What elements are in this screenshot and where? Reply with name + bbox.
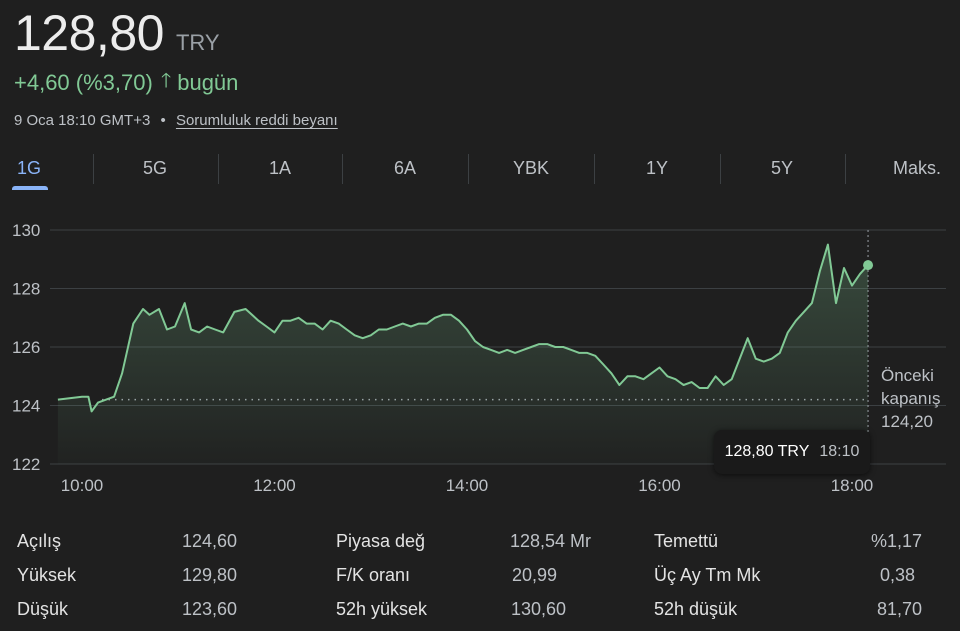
stat-pe-ratio-label: F/K oranı [336, 565, 411, 585]
tab-divider [342, 154, 343, 184]
price-change-period: bugün [177, 70, 239, 95]
stat-market-cap-value: 128,54 Mr [509, 531, 591, 551]
previous-close-label: Önceki kapanış 124,20 [881, 366, 941, 431]
price-header: 128,80 TRY [14, 4, 220, 62]
stat-52w-low-label: 52h düşük [654, 599, 738, 619]
price-change: +4,60 (%3,70) [14, 70, 153, 95]
previous-close-label-line: Önceki [881, 366, 934, 385]
separator-dot: • [160, 112, 166, 129]
tab-divider [720, 154, 721, 184]
tooltip-price: 128,80 TRY [724, 443, 810, 460]
currency-label: TRY [175, 30, 220, 55]
x-tick-label: 10:00 [61, 476, 104, 495]
current-price-point [863, 260, 874, 271]
stat-quarterly-div-label: Üç Ay Tm Mk [654, 565, 761, 585]
stat-quarterly-div-value: 0,38 [879, 565, 915, 585]
tab-1g[interactable]: 1G [16, 157, 41, 178]
arrow-up-icon: 🡑 [160, 70, 172, 92]
y-tick-label: 124 [12, 397, 40, 416]
previous-close-label-line: 124,20 [881, 412, 933, 431]
y-tick-label: 128 [12, 280, 40, 299]
stat-high-label: Yüksek [17, 565, 77, 585]
tab-divider [845, 154, 846, 184]
active-tab-indicator [12, 186, 48, 190]
price-tooltip: 128,80 TRY 18:10 [714, 430, 870, 474]
x-tick-label: 14:00 [446, 476, 489, 495]
x-tick-label: 18:00 [831, 476, 874, 495]
tab-5y[interactable]: 5Y [770, 157, 794, 178]
tab-ybk[interactable]: YBK [512, 157, 550, 178]
price-chart[interactable]: 130 128 126 124 122 10:00 12:00 14:00 16:00 18:0… [0, 200, 960, 500]
tab-divider [218, 154, 219, 184]
tab-1a[interactable]: 1A [268, 157, 292, 178]
y-tick-label: 126 [12, 338, 40, 357]
price-area-fill [57, 244, 868, 464]
stat-low-label: Düşük [17, 599, 69, 619]
stat-52w-low-value: 81,70 [876, 599, 922, 619]
tab-maks[interactable]: Maks. [892, 157, 941, 178]
tab-divider [594, 154, 595, 184]
stat-52w-high-value: 130,60 [510, 599, 566, 619]
tab-6a[interactable]: 6A [393, 157, 417, 178]
tab-divider [93, 154, 94, 184]
tab-5g[interactable]: 5G [142, 157, 167, 178]
tab-divider [468, 154, 469, 184]
x-tick-label: 16:00 [638, 476, 681, 495]
stat-open-value: 124,60 [181, 531, 237, 551]
stat-low-value: 123,60 [181, 599, 237, 619]
price-line [57, 243, 869, 413]
tab-1y[interactable]: 1Y [645, 157, 669, 178]
stat-market-cap-label: Piyasa değ [336, 531, 426, 551]
stat-pe-ratio-value: 20,99 [511, 565, 557, 585]
x-tick-label: 12:00 [253, 476, 296, 495]
y-tick-label: 130 [12, 221, 40, 240]
y-tick-label: 122 [12, 455, 40, 474]
current-price: 128,80 [14, 5, 164, 61]
disclaimer-link[interactable]: Sorumluluk reddi beyanı [175, 112, 338, 129]
price-change-row: +4,60 (%3,70) 🡑 bugün [14, 66, 238, 100]
stat-high-value: 129,80 [181, 565, 237, 585]
stat-dividend-label: Temettü [654, 531, 719, 551]
tooltip-time: 18:10 [819, 443, 860, 460]
timestamp: 9 Oca 18:10 GMT+3 [14, 112, 151, 129]
time-range-tabs: 1G 5G 1A 6A YBK 1Y 5Y Maks. [0, 150, 960, 190]
stat-open-label: Açılış [17, 531, 62, 551]
timestamp-row: 9 Oca 18:10 GMT+3 • Sorumluluk reddi bey… [14, 112, 338, 129]
previous-close-label-line: kapanış [881, 389, 941, 408]
stat-dividend-value: %1,17 [870, 531, 922, 551]
stat-52w-high-label: 52h yüksek [336, 599, 428, 619]
